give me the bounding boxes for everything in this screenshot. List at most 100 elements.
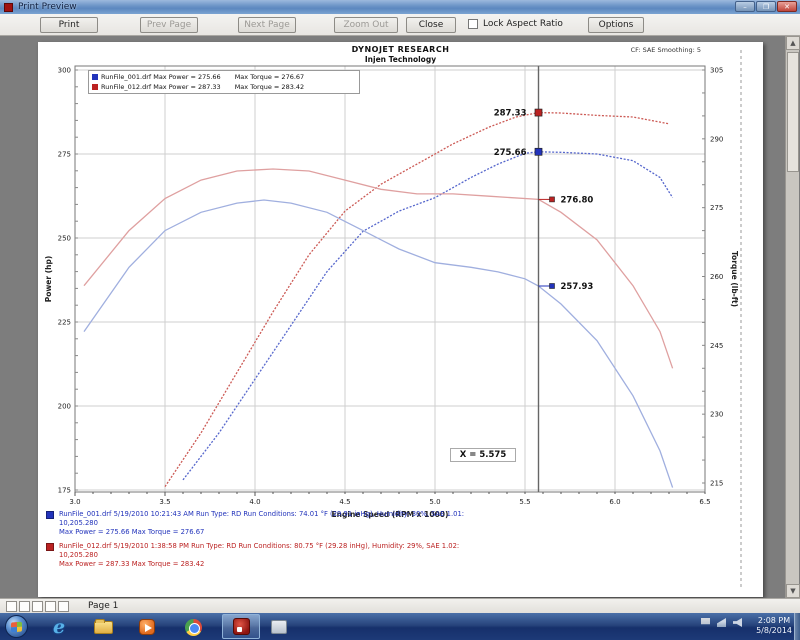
scroll-down-arrow-icon[interactable]: ▼	[786, 584, 800, 598]
tick-label: 215	[710, 480, 723, 488]
volume-icon[interactable]	[733, 618, 742, 627]
tick-label: 4.0	[249, 498, 260, 506]
minimize-button[interactable]: –	[735, 1, 755, 12]
tick-label: 260	[710, 273, 723, 281]
page-thumb-button[interactable]	[32, 601, 43, 612]
tick-label: 3.5	[159, 498, 170, 506]
preview-area: DYNOJET RESEARCH Injen Technology CF: SA…	[0, 36, 800, 598]
action-center-icon[interactable]	[701, 618, 710, 627]
plot-border	[74, 65, 706, 493]
page-thumb-button[interactable]	[58, 601, 69, 612]
clock-date: 5/8/2014	[756, 626, 792, 635]
next-page-button[interactable]: Next Page	[238, 17, 296, 33]
windows-taskbar: e 2:08 PM 5/8/2014	[0, 613, 800, 640]
taskbar-clock[interactable]: 2:08 PM 5/8/2014	[756, 616, 792, 636]
page-thumb-button[interactable]	[6, 601, 17, 612]
prev-page-button[interactable]: Prev Page	[140, 17, 198, 33]
tick-label: 275	[710, 204, 723, 212]
window-title: Print Preview	[18, 2, 77, 12]
tick-label: 230	[710, 411, 723, 419]
cursor-value-label: 275.66	[494, 148, 527, 158]
page-thumb-button[interactable]	[19, 601, 30, 612]
options-button[interactable]: Options	[588, 17, 644, 33]
x-axis-title: Engine Speed (RPM x 1000)	[332, 510, 449, 519]
generic-window-icon[interactable]	[264, 616, 294, 638]
lock-aspect-ratio-label: Lock Aspect Ratio	[483, 19, 563, 29]
tick-label: 200	[58, 403, 71, 411]
scrollbar-thumb[interactable]	[787, 52, 799, 172]
tick-label: 6.0	[609, 498, 620, 506]
tick-label: 245	[710, 342, 723, 350]
legend-text: Max Torque = 283.42	[234, 83, 305, 91]
maximize-button[interactable]: ❐	[756, 1, 776, 12]
run-annotation-blue: RunFile_001.drf 5/19/2010 10:21:43 AM Ru…	[46, 510, 746, 537]
legend-row: RunFile_012.drf Max Power = 287.33 Max T…	[92, 82, 356, 92]
app-icon	[4, 2, 13, 12]
legend-text: Max Torque = 276.67	[234, 73, 305, 81]
cursor-value-marker	[534, 108, 543, 117]
chrome-icon[interactable]	[178, 616, 208, 638]
series-curve	[182, 151, 674, 481]
run-info-line: 10,205.280	[59, 551, 98, 559]
cursor-value-marker	[534, 147, 543, 156]
page-thumb-button[interactable]	[45, 601, 56, 612]
tick-label: 250	[58, 235, 71, 243]
cursor-value-label: 276.80	[561, 195, 594, 205]
show-desktop-button[interactable]	[794, 613, 800, 640]
legend-swatch-red	[92, 84, 98, 90]
start-button[interactable]	[5, 615, 28, 638]
cursor-value-label: 287.33	[494, 109, 527, 119]
tick-label: 300	[58, 67, 71, 75]
cursor-value-label: 257.93	[561, 282, 594, 292]
run-info-line: 10,205.280	[59, 519, 98, 527]
run-info-line: Max Power = 287.33 Max Torque = 283.42	[59, 560, 205, 568]
status-bar: Page 1	[0, 598, 800, 613]
tick-label: 3.0	[69, 498, 80, 506]
scroll-up-arrow-icon[interactable]: ▲	[786, 36, 800, 50]
cursor-value-marker	[549, 196, 555, 203]
run-annotation-red: RunFile_012.drf 5/19/2010 1:38:58 PM Run…	[46, 542, 746, 569]
system-tray	[701, 618, 742, 627]
print-preview-toolbar: Print Prev Page Next Page Zoom Out Close…	[0, 14, 800, 36]
tick-label: 290	[710, 135, 723, 143]
legend-text: RunFile_001.drf Max Power = 275.66	[101, 73, 221, 81]
run-annotations: RunFile_001.drf 5/19/2010 10:21:43 AM Ru…	[46, 510, 746, 574]
left-axis-title: Power (hp)	[44, 256, 53, 303]
right-axis-title: Torque (lb-ft)	[730, 251, 739, 307]
print-button[interactable]: Print	[40, 17, 98, 33]
dynojet-app-taskbar-button[interactable]	[222, 614, 260, 639]
media-player-icon[interactable]	[132, 616, 162, 638]
title-bar[interactable]: Print Preview – ❐ ✕	[0, 0, 800, 14]
report-title: DYNOJET RESEARCH	[351, 45, 450, 54]
tick-label: 5.0	[429, 498, 440, 506]
tick-label: 175	[58, 487, 71, 495]
legend-row: RunFile_001.drf Max Power = 275.66 Max T…	[92, 72, 356, 82]
tick-label: 305	[710, 67, 723, 75]
tick-label: 4.5	[339, 498, 350, 506]
windows-explorer-icon[interactable]	[88, 616, 118, 638]
internet-explorer-icon[interactable]: e	[52, 616, 66, 638]
vertical-scrollbar[interactable]: ▲ ▼	[785, 36, 800, 598]
clock-time: 2:08 PM	[757, 616, 791, 625]
run-swatch-red	[46, 543, 54, 551]
windows-logo-icon	[11, 621, 22, 632]
network-icon[interactable]	[717, 618, 726, 627]
zoom-out-button[interactable]: Zoom Out	[334, 17, 398, 33]
run-info-line: Max Power = 275.66 Max Torque = 276.67	[59, 528, 205, 536]
dyno-chart: 3.0 3.5 4.0 4.5 5.0 5.5 6.0 6.5 300 275 250 225 200 1…	[44, 50, 742, 590]
run-info-line: RunFile_012.drf 5/19/2010 1:38:58 PM Run…	[59, 542, 460, 550]
run-info-line: RunFile_001.drf 5/19/2010 10:21:43 AM Ru…	[59, 510, 465, 518]
tick-label: 225	[58, 319, 71, 327]
dynojet-app-icon	[232, 618, 250, 635]
series-curve	[164, 111, 670, 487]
page-number-label: Page 1	[88, 601, 119, 611]
legend-text: RunFile_012.drf Max Power = 287.33	[101, 83, 221, 91]
close-preview-button[interactable]: Close	[406, 17, 456, 33]
series-curve	[83, 168, 674, 369]
close-window-button[interactable]: ✕	[777, 1, 797, 12]
correction-smoothing-note: CF: SAE Smoothing: 5	[630, 46, 701, 54]
cursor-x-readout: X = 5.575	[450, 448, 516, 462]
legend-swatch-blue	[92, 74, 98, 80]
lock-aspect-ratio-checkbox[interactable]	[468, 19, 478, 29]
